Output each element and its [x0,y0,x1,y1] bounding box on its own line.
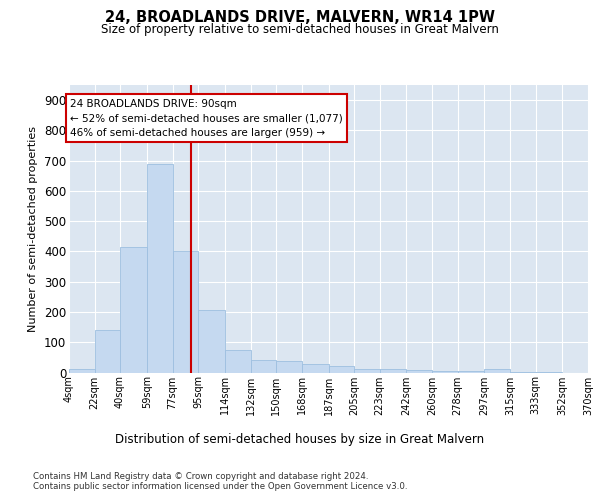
Bar [225,350,251,372]
Bar [329,366,354,372]
Bar [354,369,380,372]
Bar [458,371,484,372]
Bar [173,252,198,372]
Bar [95,330,120,372]
Bar [276,361,302,372]
Y-axis label: Number of semi-detached properties: Number of semi-detached properties [28,126,38,332]
Text: Distribution of semi-detached houses by size in Great Malvern: Distribution of semi-detached houses by … [115,432,485,446]
Text: 24 BROADLANDS DRIVE: 90sqm
← 52% of semi-detached houses are smaller (1,077)
46%: 24 BROADLANDS DRIVE: 90sqm ← 52% of semi… [70,98,343,138]
Bar [198,310,225,372]
Text: Contains public sector information licensed under the Open Government Licence v3: Contains public sector information licen… [33,482,407,491]
Bar [120,247,147,372]
Bar [406,370,432,372]
Bar [69,370,95,372]
Bar [432,371,458,372]
Bar [484,370,510,372]
Text: Size of property relative to semi-detached houses in Great Malvern: Size of property relative to semi-detach… [101,22,499,36]
Bar [380,370,406,372]
Text: Contains HM Land Registry data © Crown copyright and database right 2024.: Contains HM Land Registry data © Crown c… [33,472,368,481]
Text: 24, BROADLANDS DRIVE, MALVERN, WR14 1PW: 24, BROADLANDS DRIVE, MALVERN, WR14 1PW [105,10,495,25]
Bar [302,364,329,372]
Bar [251,360,276,372]
Bar [147,164,173,372]
